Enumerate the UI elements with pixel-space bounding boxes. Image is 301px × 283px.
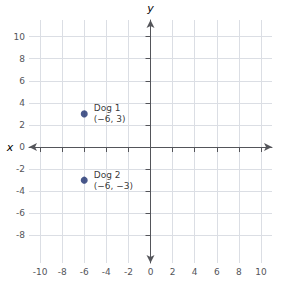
svg-text:-2: -2 xyxy=(16,164,25,174)
svg-text:0: 0 xyxy=(148,267,154,277)
svg-text:8: 8 xyxy=(236,267,242,277)
svg-text:-2: -2 xyxy=(124,267,133,277)
svg-text:-8: -8 xyxy=(16,230,25,240)
svg-text:-8: -8 xyxy=(58,267,67,277)
svg-text:-6: -6 xyxy=(16,208,25,218)
svg-text:4: 4 xyxy=(192,267,198,277)
svg-text:-4: -4 xyxy=(102,267,111,277)
svg-text:8: 8 xyxy=(19,54,25,64)
svg-text:0: 0 xyxy=(19,142,25,152)
svg-text:6: 6 xyxy=(19,76,25,86)
svg-text:2: 2 xyxy=(170,267,176,277)
svg-text:2: 2 xyxy=(19,120,25,130)
svg-text:x: x xyxy=(6,141,14,154)
svg-text:Dog 2: Dog 2 xyxy=(94,170,121,180)
svg-text:6: 6 xyxy=(214,267,220,277)
svg-text:10: 10 xyxy=(14,32,26,42)
svg-text:4: 4 xyxy=(19,98,25,108)
svg-text:(−6, 3): (−6, 3) xyxy=(94,114,126,124)
svg-text:-4: -4 xyxy=(16,186,25,196)
svg-text:(−6, −3): (−6, −3) xyxy=(94,181,133,191)
svg-text:10: 10 xyxy=(255,267,267,277)
svg-text:y: y xyxy=(146,2,154,15)
svg-text:-10: -10 xyxy=(33,267,48,277)
svg-text:Dog 1: Dog 1 xyxy=(94,103,121,113)
svg-text:-6: -6 xyxy=(80,267,89,277)
